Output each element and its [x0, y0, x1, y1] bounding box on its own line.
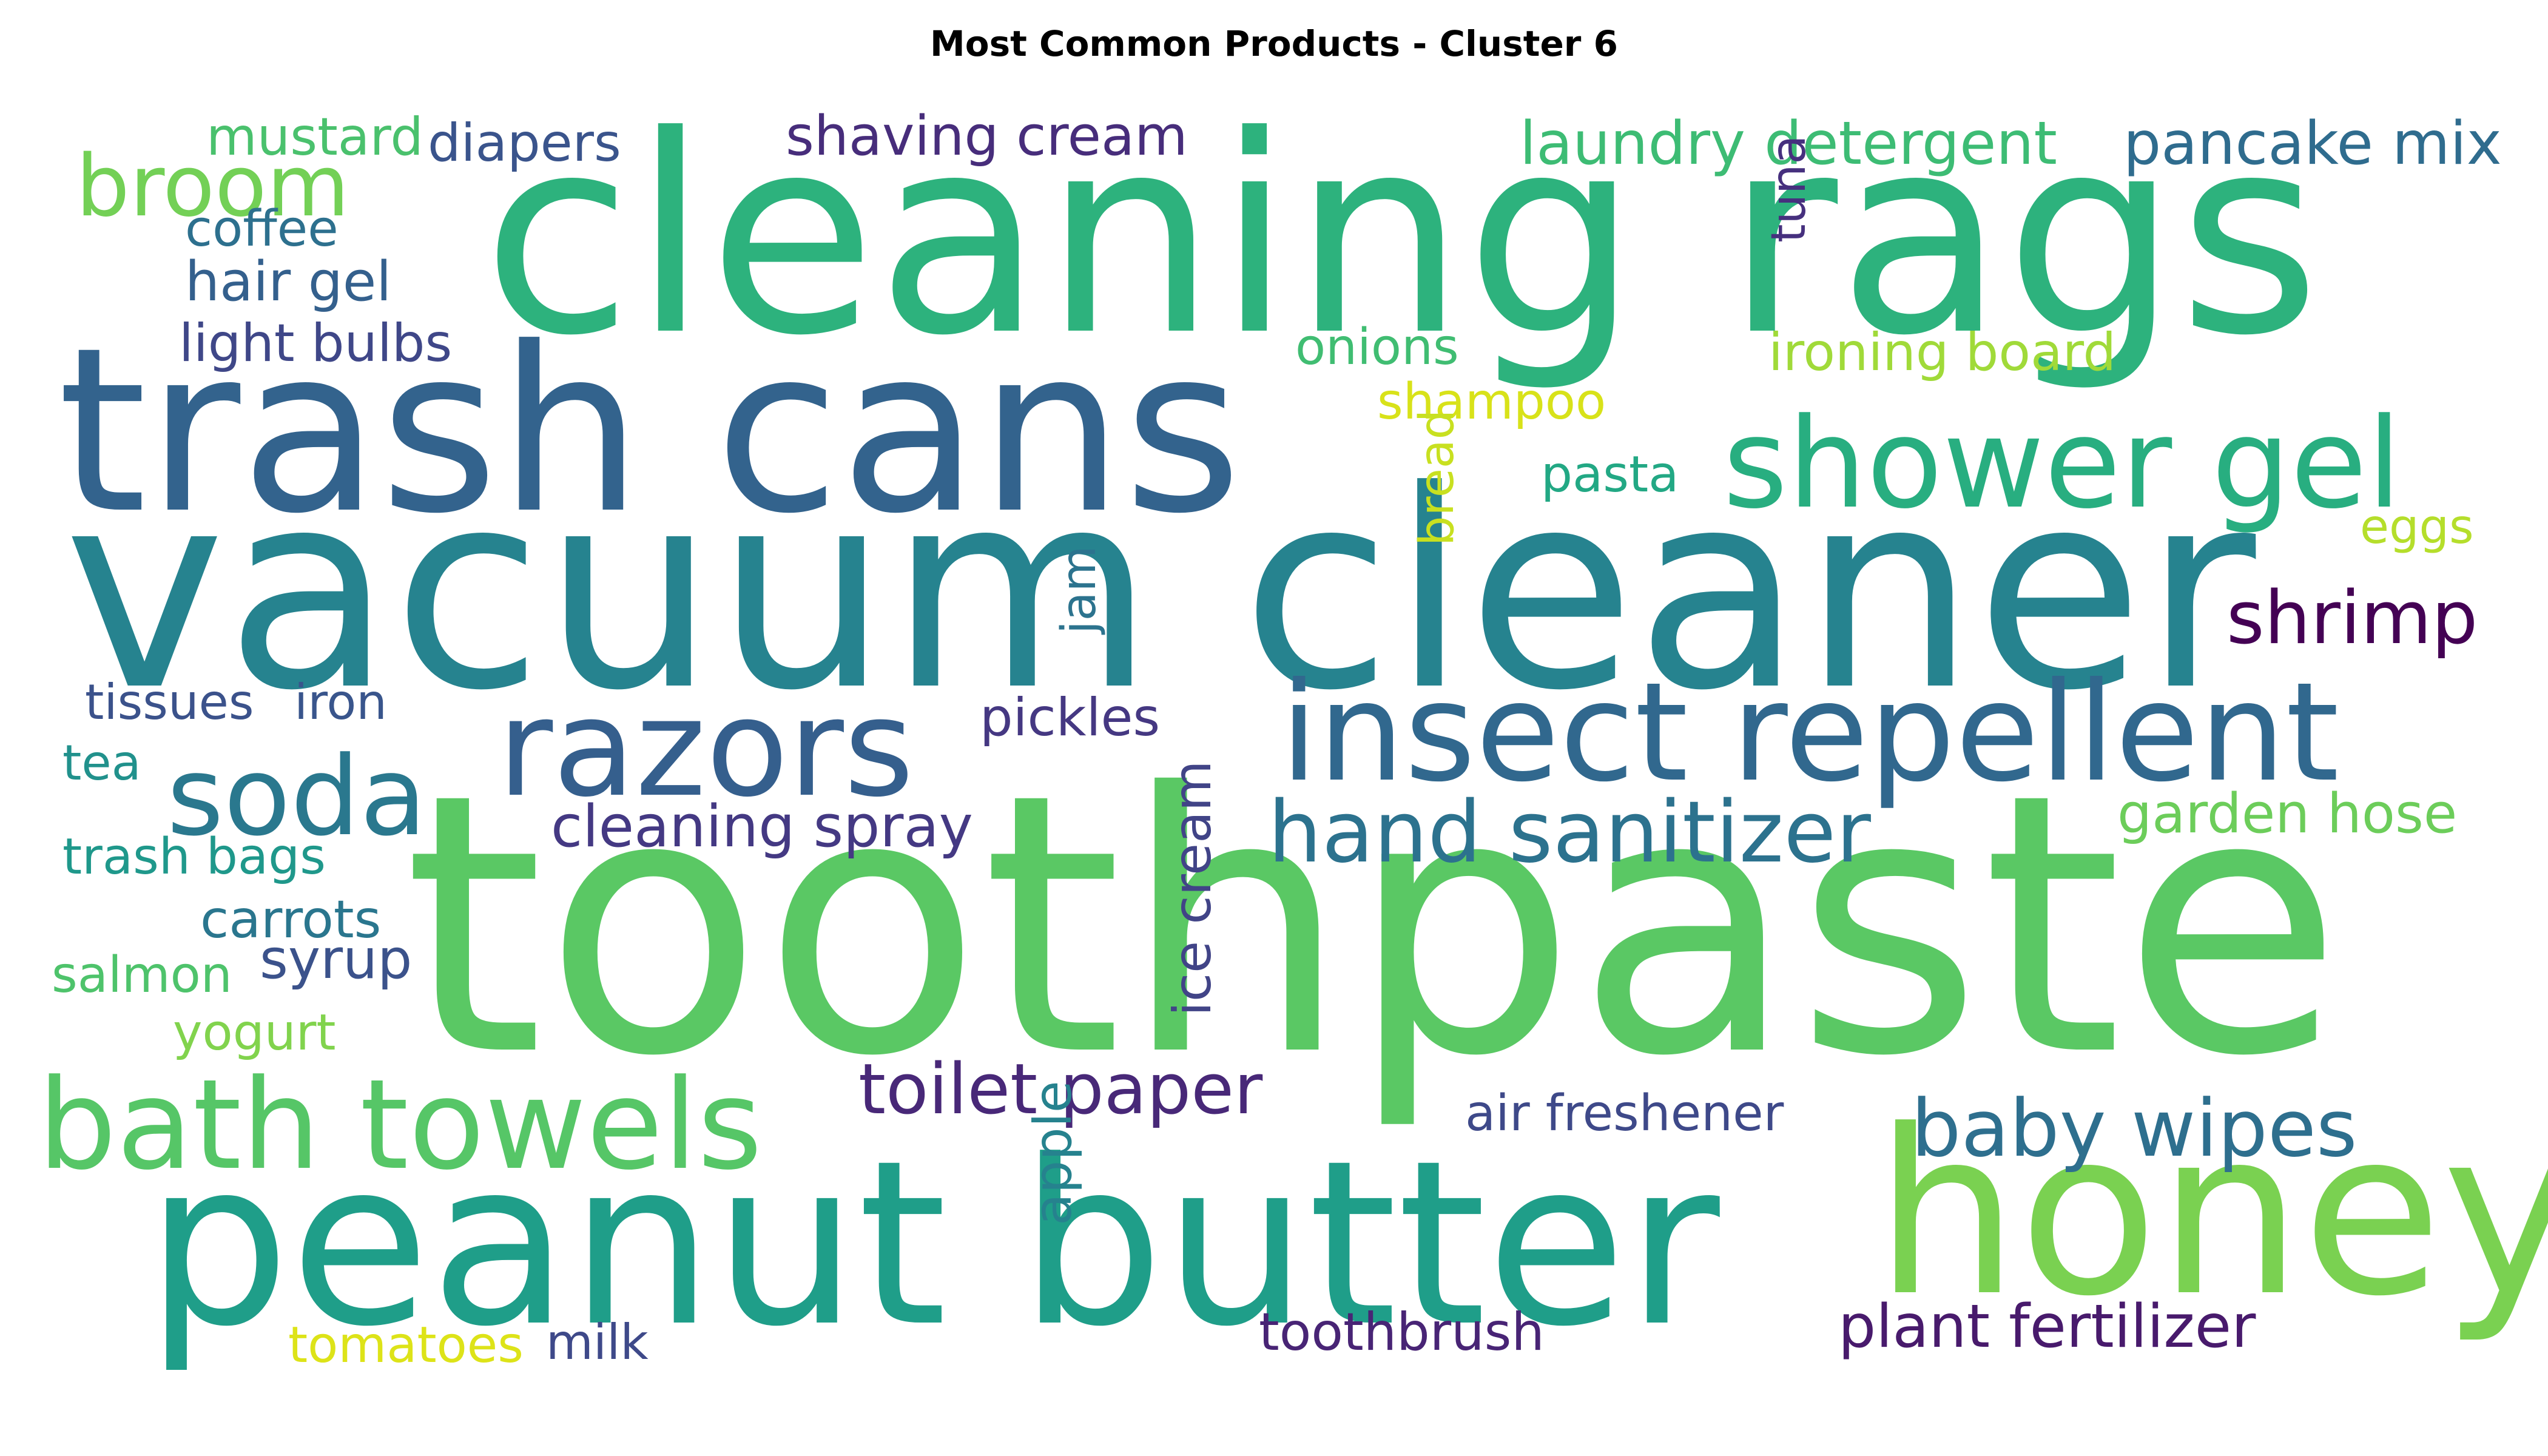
word-garden-hose: garden hose: [2117, 782, 2457, 846]
word-mustard: mustard: [206, 107, 423, 167]
word-trash-bags: trash bags: [62, 828, 326, 886]
word-carrots: carrots: [200, 889, 381, 950]
word-light-bulbs: light bulbs: [179, 313, 452, 374]
word-peanut-butter: peanut butter: [146, 1112, 1722, 1377]
word-pickles: pickles: [980, 687, 1160, 748]
word-onions: onions: [1295, 318, 1459, 376]
word-salmon: salmon: [52, 946, 232, 1004]
word-pancake-mix: pancake mix: [2123, 109, 2502, 178]
word-air-freshener: air freshener: [1465, 1085, 1784, 1142]
word-baby-wipes: baby wipes: [1911, 1082, 2358, 1175]
word-apple: apple: [1023, 1080, 1084, 1225]
word-trash-cans: trash cans: [58, 299, 1242, 564]
word-tissues: tissues: [85, 674, 254, 730]
word-diapers: diapers: [428, 113, 621, 174]
word-tomatoes: tomatoes: [288, 1316, 524, 1374]
word-tuna: tuna: [1762, 135, 1816, 243]
word-bath-towels: bath towels: [38, 1053, 763, 1198]
word-honey: honey: [1875, 1082, 2548, 1346]
word-milk: milk: [546, 1314, 649, 1370]
word-vacuum-cleaner: vacuum cleaner: [64, 433, 2259, 750]
word-tea: tea: [62, 735, 141, 791]
word-hand-sanitizer: hand sanitizer: [1268, 783, 1871, 882]
word-iron: iron: [294, 674, 387, 730]
word-pasta: pasta: [1541, 446, 1679, 504]
word-razors: razors: [497, 670, 914, 827]
word-toothbrush: toothbrush: [1259, 1302, 1545, 1363]
word-jam: jam: [1052, 546, 1107, 635]
word-shrimp: shrimp: [2226, 576, 2478, 661]
word-ice-cream: ice cream: [1162, 760, 1223, 1016]
word-syrup: syrup: [260, 928, 412, 991]
word-toilet-paper: toilet paper: [858, 1049, 1263, 1130]
word-shaving-cream: shaving cream: [786, 104, 1188, 168]
word-shampoo: shampoo: [1377, 373, 1606, 431]
word-coffee: coffee: [185, 200, 339, 258]
word-toothpaste: toothpaste: [403, 718, 2342, 1134]
chart-title: Most Common Products - Cluster 6: [930, 23, 1618, 64]
word-hair-gel: hair gel: [185, 250, 391, 314]
word-bread: bread: [1410, 410, 1464, 546]
word-plant-fertilizer: plant fertilizer: [1838, 1292, 2256, 1361]
word-broom: broom: [76, 137, 349, 236]
word-eggs: eggs: [2360, 500, 2474, 554]
word-laundry-detergent: laundry detergent: [1520, 109, 2057, 178]
word-insect-repellent: insect repellent: [1280, 653, 2339, 812]
word-yogurt: yogurt: [173, 1004, 336, 1062]
word-ironing-board: ironing board: [1768, 322, 2116, 383]
word-soda: soda: [167, 733, 426, 860]
word-cleaning-spray: cleaning spray: [551, 794, 973, 860]
word-shower-gel: shower gel: [1723, 392, 2402, 536]
word-cleaning-rags: cleaning rags: [482, 78, 2320, 396]
